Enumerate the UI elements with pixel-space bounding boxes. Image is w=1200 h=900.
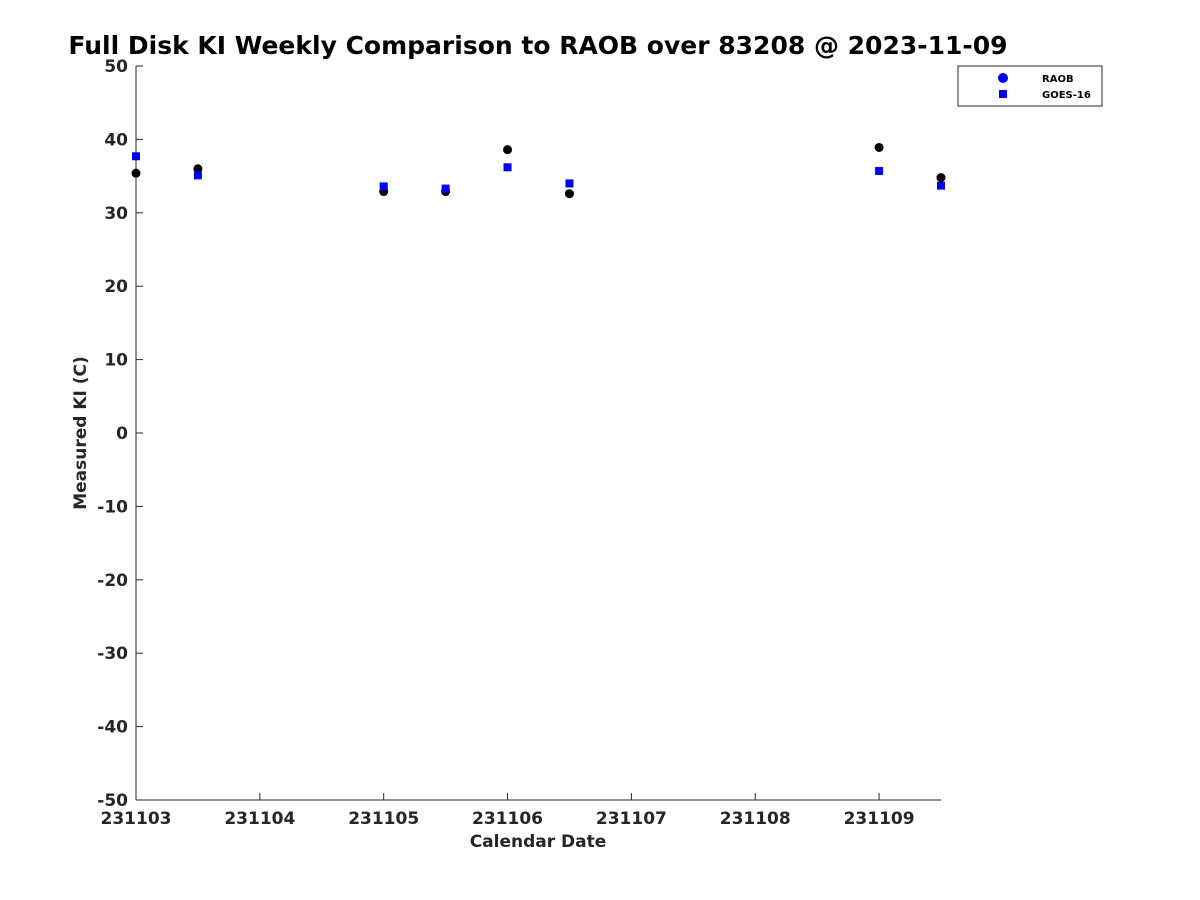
raob-point (131, 168, 141, 178)
goes16-point (193, 171, 202, 180)
x-tick-label: 231107 (596, 809, 667, 829)
y-tick-label: 10 (104, 351, 128, 371)
raob-point (503, 145, 513, 155)
y-tick-label: -50 (97, 791, 128, 811)
y-axis-label: Measured KI (C) (71, 356, 91, 510)
goes16-point (937, 181, 945, 190)
x-tick-label: 231106 (472, 809, 543, 829)
y-tick-label: -10 (97, 497, 128, 517)
legend: RAOB GOES-16 (957, 65, 1103, 107)
raob-point (564, 189, 574, 199)
goes16-point (379, 182, 388, 191)
y-tick-label: 40 (104, 130, 128, 150)
goes16-point (441, 184, 450, 193)
y-ticks: -50 -40 -30 -20 -10 0 10 20 30 40 50 (97, 57, 143, 811)
y-tick-label: 30 (104, 204, 128, 224)
x-tick-label: 231109 (844, 809, 915, 829)
legend-goes16-marker (999, 90, 1007, 98)
raob-point (936, 173, 946, 183)
chart-title: Full Disk KI Weekly Comparison to RAOB o… (68, 31, 1007, 60)
x-axis-label: Calendar Date (470, 832, 607, 852)
y-tick-label: -20 (97, 571, 128, 591)
x-tick-label: 231103 (101, 809, 172, 829)
legend-goes16-label: GOES-16 (1042, 90, 1091, 101)
y-tick-label: -40 (97, 718, 128, 738)
legend-raob-label: RAOB (1042, 74, 1074, 85)
x-tick-label: 231108 (720, 809, 791, 829)
goes16-point (503, 163, 512, 172)
raob-point (874, 142, 884, 152)
goes16-point (875, 166, 884, 175)
goes16-point (565, 179, 574, 188)
legend-box (957, 65, 1103, 107)
goes16-point (132, 152, 140, 161)
x-tick-label: 231105 (348, 809, 419, 829)
x-tick-label: 231104 (224, 809, 295, 829)
legend-raob-marker (998, 73, 1008, 83)
y-tick-label: 20 (104, 277, 128, 297)
y-tick-label: 50 (104, 57, 128, 77)
y-tick-label: 0 (116, 424, 128, 444)
data-markers (131, 142, 946, 199)
y-tick-label: -30 (97, 644, 128, 664)
x-ticks: 231103 231104 231105 231106 231107 231108 2311… (101, 793, 915, 829)
raob-point (193, 164, 203, 174)
